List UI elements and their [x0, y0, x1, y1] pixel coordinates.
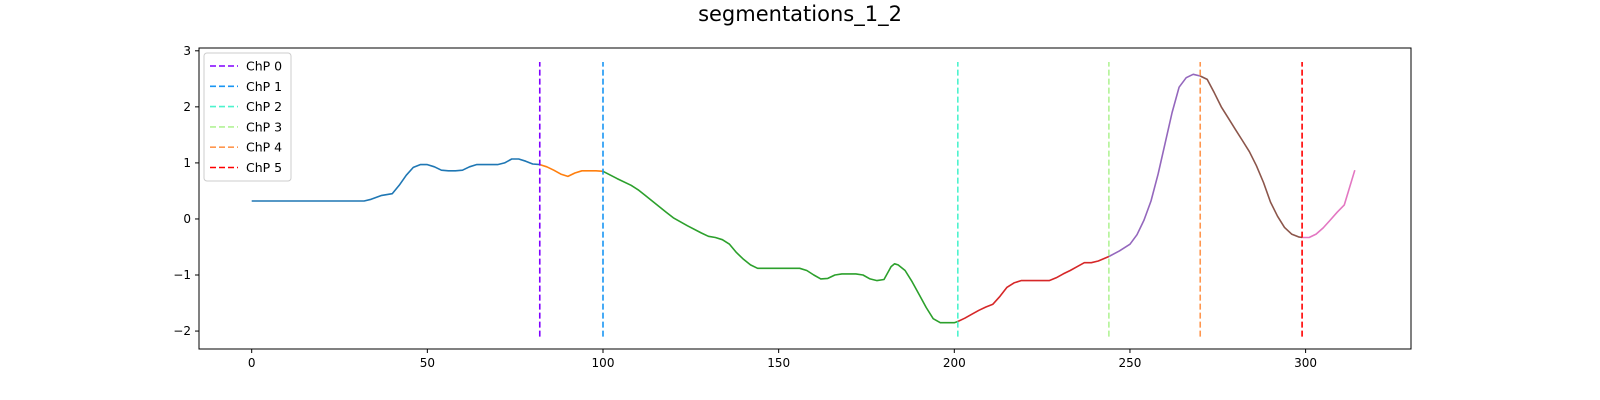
legend-label-4: ChP 4 — [246, 140, 282, 155]
series-line-1 — [539, 163, 604, 178]
x-tick-label: 200 — [943, 356, 966, 370]
legend-label-5: ChP 5 — [246, 160, 282, 175]
x-axis: 0 50 100 150 200 250 300 — [248, 349, 1317, 370]
legend-label-3: ChP 3 — [246, 119, 282, 134]
y-tick-label: 2 — [183, 100, 191, 114]
y-axis: −2 −1 0 1 2 3 — [173, 44, 199, 338]
plot-frame — [198, 47, 1412, 350]
x-tick-label: 100 — [592, 356, 615, 370]
chart-title: segmentations_1_2 — [698, 2, 902, 26]
change-point-layer — [538, 62, 1303, 337]
legend-label-0: ChP 0 — [246, 59, 282, 74]
series-line-5 — [1199, 75, 1303, 239]
legend-frame — [203, 52, 292, 182]
x-tick-label: 0 — [248, 356, 256, 370]
series-line-0 — [251, 158, 540, 202]
series-line-2 — [602, 170, 959, 324]
y-tick-label: 1 — [183, 156, 191, 170]
series-line-3 — [957, 255, 1110, 323]
y-tick-label: 3 — [183, 44, 191, 58]
x-tick-label: 250 — [1119, 356, 1142, 370]
legend-label-2: ChP 2 — [246, 99, 282, 114]
series-line-4 — [1108, 73, 1201, 258]
y-tick-label: −2 — [173, 324, 191, 338]
legend: ChP 0 ChP 1 ChP 2 ChP 3 ChP 4 ChP 5 — [203, 52, 292, 182]
series-layer — [251, 73, 1356, 324]
series-line-6 — [1302, 169, 1356, 239]
legend-label-1: ChP 1 — [246, 79, 282, 94]
x-tick-label: 150 — [767, 356, 790, 370]
y-tick-label: −1 — [173, 268, 191, 282]
x-tick-label: 300 — [1294, 356, 1317, 370]
x-tick-label: 50 — [420, 356, 435, 370]
y-tick-label: 0 — [183, 212, 191, 226]
